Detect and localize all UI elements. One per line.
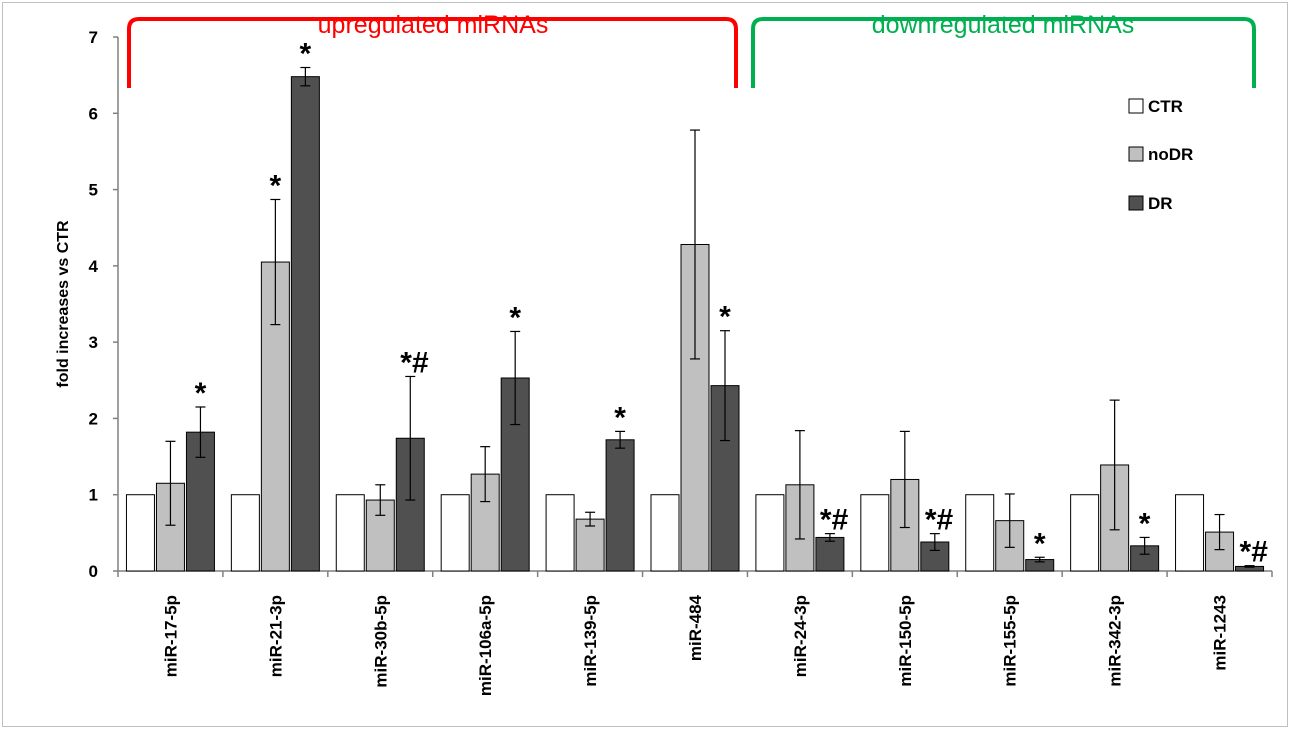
- x-tick-label: miR-139-5p: [581, 595, 600, 687]
- legend-swatch-ctr: [1128, 98, 1144, 114]
- bar-ctr-mir-106a-5p: [440, 494, 470, 572]
- bar-ctr-mir-342-3p: [1070, 494, 1100, 572]
- significance-marker: *: [270, 169, 282, 202]
- y-tick-label: 7: [89, 28, 98, 47]
- bar-ctr-mir-21-3p: [230, 494, 260, 572]
- y-tick-label: 3: [89, 333, 98, 352]
- bracket-upregulated: [127, 17, 738, 88]
- x-tick-label: miR-342-3p: [1106, 595, 1125, 687]
- bar-ctr-mir-30b-5p: [335, 494, 365, 572]
- x-tick-label: miR-106a-5p: [476, 595, 495, 696]
- x-tick-label: miR-21-3p: [266, 595, 285, 677]
- x-tick-label: miR-24-3p: [791, 595, 810, 677]
- y-tick-label: 5: [89, 181, 98, 200]
- bar-ctr-mir-150-5p: [860, 494, 890, 572]
- bracket-downregulated: [751, 17, 1256, 88]
- legend-label-dr: DR: [1148, 194, 1173, 213]
- bar-nodr-mir-139-5p: [575, 518, 605, 572]
- bar-ctr-mir-155-5p: [965, 494, 995, 572]
- bar-dr-mir-21-3p: [290, 76, 320, 572]
- x-tick-label: miR-150-5p: [896, 595, 915, 687]
- legend-swatch-dr: [1128, 195, 1144, 211]
- bar-ctr-mir-484: [650, 494, 680, 572]
- legend-swatch-nodr: [1128, 146, 1144, 162]
- bar-ctr-mir-17-5p: [125, 494, 155, 572]
- significance-marker: *: [1034, 527, 1046, 560]
- x-tick-label: miR-17-5p: [161, 595, 180, 677]
- bar-dr-mir-139-5p: [605, 439, 635, 572]
- x-tick-label: miR-484: [686, 594, 705, 661]
- significance-marker: *#: [820, 504, 849, 537]
- x-tick-label: miR-155-5p: [1001, 595, 1020, 687]
- group-label-downregulated: downregulated miRNAs: [872, 11, 1135, 39]
- bar-dr-mir-24-3p: [815, 536, 845, 572]
- significance-marker: *: [1139, 507, 1151, 540]
- x-tick-label: miR-1243: [1211, 595, 1230, 671]
- bar-ctr-mir-1243: [1175, 494, 1205, 572]
- bar-ctr-mir-24-3p: [755, 494, 785, 572]
- group-label-upregulated: upregulated miRNAs: [318, 11, 549, 39]
- significance-marker: *: [614, 401, 626, 434]
- significance-marker: *: [195, 377, 207, 410]
- y-axis-label: fold increases vs CTR: [55, 220, 72, 388]
- significance-marker: *#: [1240, 536, 1269, 569]
- y-tick-label: 0: [89, 562, 98, 581]
- significance-marker: *: [509, 301, 521, 334]
- x-tick-label: miR-30b-5p: [371, 595, 390, 688]
- y-tick-label: 4: [89, 257, 99, 276]
- legend-label-ctr: CTR: [1148, 97, 1183, 116]
- significance-marker: *#: [400, 346, 429, 379]
- y-tick-label: 2: [89, 409, 98, 428]
- significance-marker: *: [300, 38, 312, 71]
- y-tick-label: 1: [89, 486, 98, 505]
- bar-ctr-mir-139-5p: [545, 494, 575, 572]
- significance-marker: *: [719, 301, 731, 334]
- y-tick-label: 6: [89, 104, 98, 123]
- legend-label-nodr: noDR: [1148, 145, 1193, 164]
- significance-marker: *#: [925, 504, 954, 537]
